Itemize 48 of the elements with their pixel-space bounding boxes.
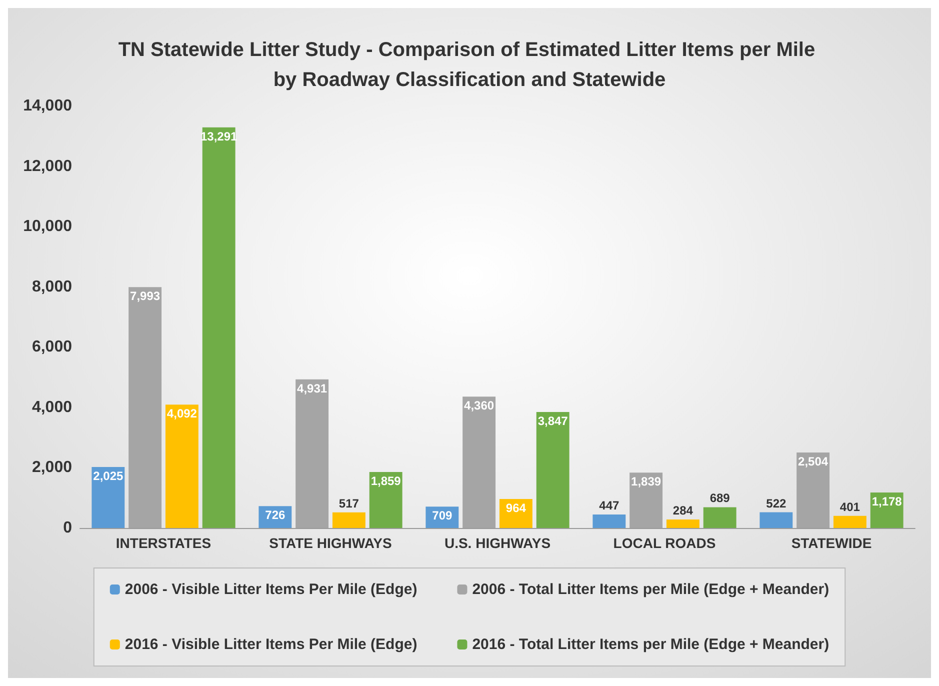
x-tick-label: STATEWIDE (791, 535, 872, 551)
data-label: 3,847 (538, 414, 568, 428)
data-label: 1,859 (370, 474, 402, 488)
data-label: 1,839 (631, 474, 662, 489)
x-tick-label: U.S. HIGHWAYS (444, 535, 551, 551)
bar (332, 512, 366, 528)
y-tick-label: 10,000 (23, 218, 72, 236)
data-label: 7,993 (130, 289, 160, 304)
bar (92, 466, 125, 528)
bar (833, 516, 866, 528)
x-tick-label: LOCAL ROADS (613, 535, 716, 551)
legend-label: 2006 - Total Litter Items per Mile (Edge + Meander) (472, 581, 830, 598)
x-tick-label: INTERSTATES (116, 535, 212, 551)
bar (703, 507, 736, 528)
bar (666, 519, 700, 528)
data-label: 4,360 (464, 398, 494, 413)
data-label: 1,178 (872, 494, 902, 508)
y-tick-label: 6,000 (32, 338, 72, 356)
bar (536, 412, 570, 528)
y-tick-label: 4,000 (32, 398, 72, 416)
data-label: 401 (840, 500, 860, 514)
legend-label: 2016 - Visible Litter Items Per Mile (Edge) (124, 636, 418, 653)
x-tick-label: STATE HIGHWAYS (269, 535, 392, 551)
data-label: 517 (338, 496, 360, 510)
y-tick-label: 2,000 (32, 459, 72, 476)
data-label: 4,092 (166, 406, 198, 421)
y-tick-label: 14,000 (23, 98, 72, 114)
legend-label: 2006 - Visible Litter Items Per Mile (Edge) (124, 581, 418, 598)
data-label: 4,931 (297, 381, 328, 396)
data-label: 689 (710, 491, 730, 506)
legend-label: 2016 - Total Litter Items per Mile (Edge + Meander) (472, 636, 830, 653)
y-tick-label: 12,000 (23, 158, 72, 175)
bar (165, 404, 198, 528)
data-label: 284 (672, 503, 694, 518)
y-tick-label: 8,000 (32, 278, 72, 296)
data-label: 964 (506, 500, 526, 515)
data-label: 447 (599, 498, 620, 513)
chart-title: TN Statewide Litter Study - Comparison of Estimated Litter Items per Mile by Roadway Classification and Statewide (118, 39, 821, 91)
bar (760, 512, 793, 528)
data-label: 522 (766, 496, 786, 510)
bar (369, 472, 402, 528)
data-label: 726 (265, 508, 286, 522)
bar (202, 127, 236, 528)
data-label: 2,504 (798, 454, 828, 469)
bar (592, 514, 626, 528)
y-tick-label: 0 (63, 520, 72, 536)
data-label: 709 (432, 508, 452, 523)
data-label: 2,025 (93, 468, 124, 483)
